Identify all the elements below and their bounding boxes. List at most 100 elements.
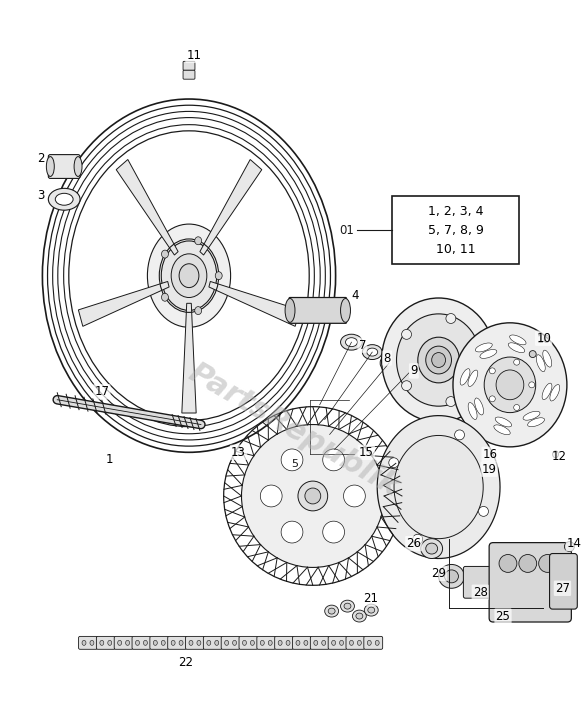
Ellipse shape xyxy=(479,507,489,516)
FancyBboxPatch shape xyxy=(346,636,365,649)
Ellipse shape xyxy=(473,355,483,365)
Ellipse shape xyxy=(495,569,507,596)
Ellipse shape xyxy=(542,383,552,400)
Ellipse shape xyxy=(356,613,363,619)
Ellipse shape xyxy=(260,485,282,507)
Ellipse shape xyxy=(118,640,122,646)
Ellipse shape xyxy=(514,359,520,365)
FancyBboxPatch shape xyxy=(183,61,195,71)
Ellipse shape xyxy=(286,640,290,646)
FancyBboxPatch shape xyxy=(96,636,115,649)
Text: 19: 19 xyxy=(482,462,497,475)
Ellipse shape xyxy=(215,640,219,646)
Ellipse shape xyxy=(343,485,365,507)
Ellipse shape xyxy=(305,488,320,504)
Text: 5: 5 xyxy=(292,459,299,469)
Ellipse shape xyxy=(242,640,246,646)
Ellipse shape xyxy=(389,458,399,467)
Text: PartsRepublik: PartsRepublik xyxy=(183,358,405,502)
Ellipse shape xyxy=(399,363,419,383)
FancyBboxPatch shape xyxy=(114,636,133,649)
Ellipse shape xyxy=(161,241,217,310)
Ellipse shape xyxy=(268,640,272,646)
Ellipse shape xyxy=(365,604,378,616)
Ellipse shape xyxy=(508,343,524,353)
FancyBboxPatch shape xyxy=(463,566,503,598)
Ellipse shape xyxy=(426,543,437,554)
Polygon shape xyxy=(182,303,196,413)
Text: 3: 3 xyxy=(36,189,44,202)
Text: 11: 11 xyxy=(186,49,202,62)
Text: 26: 26 xyxy=(406,537,422,550)
Ellipse shape xyxy=(46,156,54,177)
Ellipse shape xyxy=(529,382,534,387)
Polygon shape xyxy=(209,281,300,326)
Text: 25: 25 xyxy=(496,609,510,622)
Ellipse shape xyxy=(352,610,366,622)
Ellipse shape xyxy=(380,354,398,372)
Ellipse shape xyxy=(446,397,456,406)
Ellipse shape xyxy=(446,313,456,324)
Text: 22: 22 xyxy=(179,656,193,669)
Ellipse shape xyxy=(543,350,552,367)
Ellipse shape xyxy=(358,640,362,646)
Ellipse shape xyxy=(346,338,358,347)
Ellipse shape xyxy=(189,640,193,646)
Ellipse shape xyxy=(278,640,282,646)
Text: 8: 8 xyxy=(383,352,391,364)
Ellipse shape xyxy=(413,534,423,545)
Text: 9: 9 xyxy=(410,364,417,377)
FancyBboxPatch shape xyxy=(186,636,205,649)
Text: 21: 21 xyxy=(363,592,377,605)
Ellipse shape xyxy=(195,307,202,315)
Ellipse shape xyxy=(368,607,375,613)
Text: 7: 7 xyxy=(359,339,366,352)
Ellipse shape xyxy=(74,156,82,177)
Ellipse shape xyxy=(368,640,371,646)
Text: 14: 14 xyxy=(567,537,582,550)
Ellipse shape xyxy=(496,370,524,400)
Ellipse shape xyxy=(281,521,303,543)
Ellipse shape xyxy=(304,640,308,646)
Ellipse shape xyxy=(250,640,255,646)
Ellipse shape xyxy=(328,608,335,614)
Text: 17: 17 xyxy=(94,385,109,398)
Ellipse shape xyxy=(260,640,264,646)
Polygon shape xyxy=(116,159,178,255)
Ellipse shape xyxy=(340,299,350,322)
Ellipse shape xyxy=(340,334,362,350)
Ellipse shape xyxy=(394,435,483,539)
Ellipse shape xyxy=(242,425,384,568)
Text: 16: 16 xyxy=(483,448,497,461)
Ellipse shape xyxy=(332,640,336,646)
Ellipse shape xyxy=(48,188,80,210)
Ellipse shape xyxy=(404,368,414,378)
Ellipse shape xyxy=(153,640,158,646)
Ellipse shape xyxy=(455,430,465,440)
FancyBboxPatch shape xyxy=(132,636,151,649)
Ellipse shape xyxy=(126,640,129,646)
Ellipse shape xyxy=(323,521,345,543)
Ellipse shape xyxy=(510,335,526,345)
Ellipse shape xyxy=(402,381,412,390)
Text: 10: 10 xyxy=(536,332,551,345)
Ellipse shape xyxy=(171,254,207,297)
Ellipse shape xyxy=(143,640,148,646)
Ellipse shape xyxy=(197,640,201,646)
Ellipse shape xyxy=(90,640,94,646)
Ellipse shape xyxy=(384,358,394,368)
Ellipse shape xyxy=(233,640,236,646)
Ellipse shape xyxy=(495,417,512,427)
Ellipse shape xyxy=(536,355,545,371)
Ellipse shape xyxy=(179,640,183,646)
Text: 01: 01 xyxy=(339,223,355,236)
Polygon shape xyxy=(200,159,262,255)
Ellipse shape xyxy=(323,449,345,471)
Ellipse shape xyxy=(340,601,355,612)
Ellipse shape xyxy=(489,396,495,402)
Ellipse shape xyxy=(82,640,86,646)
Ellipse shape xyxy=(171,640,175,646)
Ellipse shape xyxy=(529,350,536,358)
FancyBboxPatch shape xyxy=(79,636,98,649)
Ellipse shape xyxy=(550,385,560,401)
